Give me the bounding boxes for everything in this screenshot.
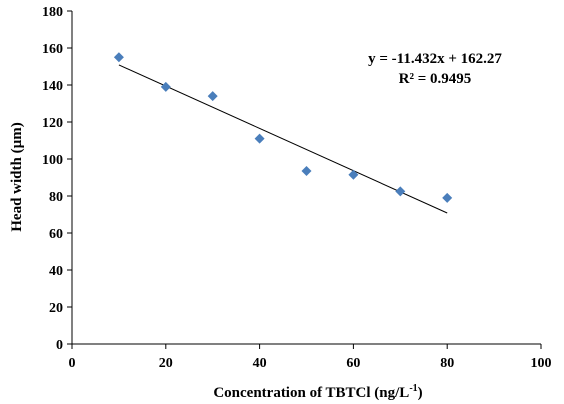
y-tick-label: 40 — [49, 264, 63, 279]
x-tick-label: 20 — [159, 356, 173, 371]
y-tick-label: 20 — [49, 301, 63, 316]
data-points — [113, 52, 453, 203]
data-point-marker — [395, 186, 406, 197]
x-axis-title-main: Concentration of TBTCl (ng/L — [213, 385, 409, 401]
x-axis-ticks: 0 20 40 60 80 100 — [69, 344, 552, 371]
y-tick-label: 140 — [42, 79, 63, 94]
x-axis-title-superscript: -1 — [409, 383, 417, 394]
y-tick-label: 80 — [49, 190, 63, 205]
y-tick-label: 160 — [42, 42, 63, 57]
x-tick-label: 100 — [531, 356, 552, 371]
x-tick-label: 0 — [69, 356, 76, 371]
data-point-marker — [254, 133, 265, 144]
y-tick-label: 0 — [56, 338, 63, 353]
data-point-marker — [113, 52, 124, 63]
equation-label: y = -11.432x + 162.27 — [368, 51, 502, 67]
data-point-marker — [160, 81, 171, 92]
r-squared-label: R² = 0.9495 — [399, 71, 472, 87]
x-tick-label: 80 — [440, 356, 454, 371]
trendline — [118, 64, 448, 214]
y-tick-label: 100 — [42, 153, 63, 168]
y-tick-label: 180 — [42, 5, 63, 20]
data-point-marker — [207, 91, 218, 102]
y-tick-label: 120 — [42, 116, 63, 131]
y-axis-ticks: 0 20 40 60 80 100 120 140 160 180 — [42, 5, 72, 353]
x-axis-title: Concentration of TBTCl (ng/L-1) — [213, 383, 422, 401]
data-point-marker — [301, 166, 312, 177]
data-point-marker — [348, 169, 359, 180]
y-axis-title: Head width (µm) — [9, 122, 25, 231]
x-tick-label: 60 — [346, 356, 360, 371]
x-tick-label: 40 — [253, 356, 267, 371]
y-tick-label: 60 — [49, 227, 63, 242]
x-axis-title-close: ) — [418, 385, 423, 401]
data-point-marker — [442, 192, 453, 203]
